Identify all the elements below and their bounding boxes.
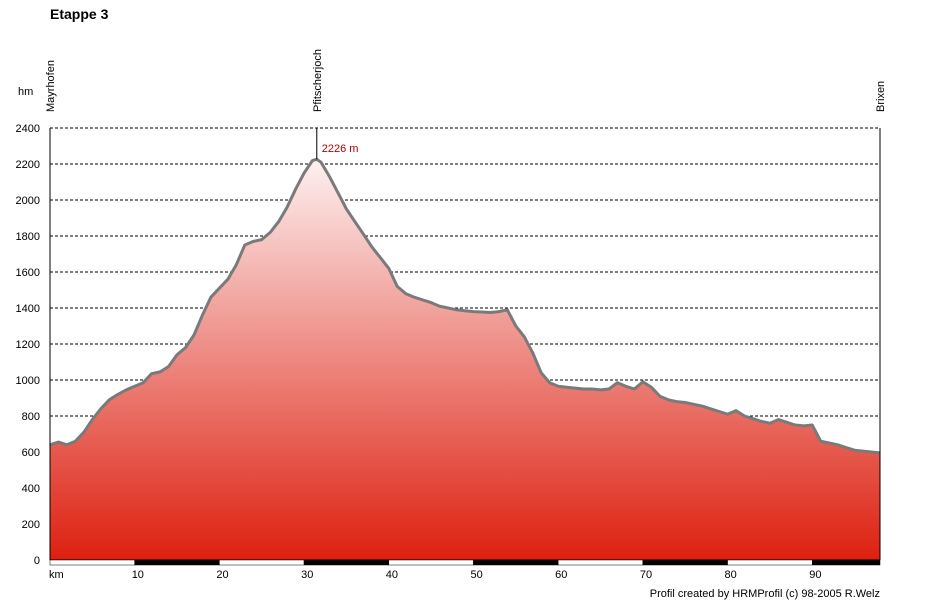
y-tick-label: 800 <box>22 411 40 423</box>
y-tick-label: 600 <box>22 447 40 459</box>
y-tick-label: 2400 <box>16 123 40 135</box>
y-tick-label: 1400 <box>16 303 40 315</box>
y-tick-label: 2200 <box>16 159 40 171</box>
peak-label: 2226 m <box>322 143 359 155</box>
elevation-line <box>49 157 881 455</box>
distance-scale-segment <box>388 559 474 566</box>
credit-text: Profil created by HRMProfil (c) 98-2005 … <box>650 588 880 600</box>
distance-scale-segment <box>811 559 881 566</box>
x-tick-label: 80 <box>725 569 737 581</box>
peak-marker: 2226 m <box>322 143 359 155</box>
x-tick-label: 10 <box>132 569 144 581</box>
distance-scale-segment <box>219 559 305 566</box>
y-tick-label: 0 <box>34 555 40 567</box>
x-tick-label: 50 <box>470 569 482 581</box>
y-tick-label: 2000 <box>16 195 40 207</box>
x-axis-label: km <box>49 569 64 581</box>
distance-scale-segment <box>557 559 644 566</box>
y-tick-label: 1200 <box>16 339 40 351</box>
distance-scale-segment <box>134 559 220 566</box>
y-tick-label: 1800 <box>16 231 40 243</box>
distance-scale-segment <box>473 559 559 566</box>
distance-scale-segment <box>642 559 728 566</box>
waypoint-label: Brixen <box>875 81 887 112</box>
x-tick-label: 20 <box>216 569 228 581</box>
chart-title: Etappe 3 <box>50 6 109 22</box>
x-tick-label: 90 <box>809 569 821 581</box>
elevation-area <box>49 157 881 561</box>
y-tick-label: 1600 <box>16 267 40 279</box>
waypoint-markers: Mayrhofen Pfitscherjoch Brixen <box>45 49 887 160</box>
x-tick-label: 40 <box>386 569 398 581</box>
distance-scale-segment <box>303 559 390 566</box>
y-tick-labels: 0 200 400 600 800 1000 1200 1400 1600 1800 2000 220… <box>16 123 40 567</box>
waypoint-label: Mayrhofen <box>45 60 57 112</box>
y-tick-label: 400 <box>22 483 40 495</box>
distance-scale-segment <box>727 559 813 566</box>
distance-scale-segment <box>49 559 135 566</box>
axes <box>49 128 881 566</box>
y-tick-label: 200 <box>22 519 40 531</box>
x-tick-labels: 10 20 30 40 50 60 70 80 90 <box>132 569 822 581</box>
y-axis-label: hm <box>18 86 33 98</box>
elevation-fill <box>50 159 880 561</box>
waypoint-label: Pfitscherjoch <box>312 49 324 112</box>
x-tick-label: 70 <box>640 569 652 581</box>
x-tick-label: 30 <box>301 569 313 581</box>
y-tick-label: 1000 <box>16 375 40 387</box>
x-tick-label: 60 <box>555 569 567 581</box>
